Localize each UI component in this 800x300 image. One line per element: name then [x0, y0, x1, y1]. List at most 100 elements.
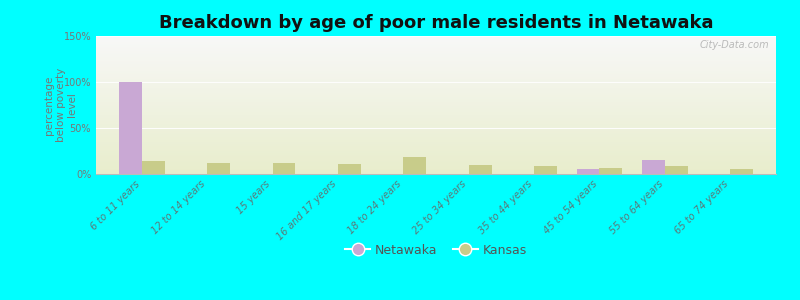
Bar [96, 87, 776, 88]
Bar [96, 92, 776, 93]
Bar [96, 58, 776, 59]
Bar [96, 141, 776, 142]
Bar [96, 117, 776, 118]
Bar [96, 124, 776, 125]
Bar [96, 97, 776, 98]
Bar [96, 140, 776, 141]
Bar [96, 81, 776, 82]
Bar [96, 76, 776, 77]
Bar [96, 161, 776, 162]
Bar [96, 134, 776, 135]
Bar [96, 41, 776, 42]
Bar [96, 169, 776, 170]
Bar [577, 169, 599, 174]
Bar [96, 144, 776, 145]
Bar [96, 40, 776, 41]
Bar [338, 164, 361, 174]
Bar [96, 120, 776, 121]
Bar [96, 111, 776, 112]
Bar [96, 69, 776, 70]
Bar [96, 90, 776, 91]
Bar [96, 129, 776, 130]
Bar [96, 116, 776, 117]
Bar [96, 167, 776, 168]
Bar [96, 155, 776, 156]
Text: City-Data.com: City-Data.com [699, 40, 770, 50]
Bar [96, 59, 776, 60]
Bar [96, 128, 776, 129]
Bar [96, 91, 776, 92]
Bar [96, 93, 776, 94]
Bar [96, 113, 776, 114]
Bar [96, 159, 776, 160]
Bar [96, 51, 776, 52]
Bar [403, 158, 426, 174]
Bar [730, 169, 753, 174]
Bar [96, 142, 776, 143]
Bar [96, 79, 776, 80]
Bar [96, 123, 776, 124]
Bar [96, 45, 776, 46]
Bar [96, 150, 776, 151]
Bar [142, 161, 165, 174]
Bar [96, 88, 776, 89]
Bar [96, 46, 776, 47]
Bar [96, 78, 776, 79]
Bar [96, 158, 776, 159]
Bar [96, 137, 776, 138]
Bar [96, 110, 776, 111]
Bar [96, 107, 776, 108]
Bar [96, 50, 776, 51]
Bar [96, 157, 776, 158]
Bar [96, 43, 776, 44]
Bar [96, 63, 776, 64]
Bar [96, 57, 776, 58]
Bar [96, 154, 776, 155]
Bar [273, 163, 295, 174]
Bar [96, 95, 776, 96]
Bar [96, 162, 776, 163]
Title: Breakdown by age of poor male residents in Netawaka: Breakdown by age of poor male residents … [158, 14, 714, 32]
Bar [96, 171, 776, 172]
Bar [96, 47, 776, 48]
Bar [96, 104, 776, 105]
Bar [96, 101, 776, 102]
Bar [96, 118, 776, 119]
Bar [96, 42, 776, 43]
Bar [96, 72, 776, 73]
Bar [96, 80, 776, 81]
Bar [96, 48, 776, 49]
Bar [96, 70, 776, 71]
Bar [119, 82, 142, 174]
Bar [96, 89, 776, 90]
Bar [96, 86, 776, 87]
Bar [96, 100, 776, 101]
Legend: Netawaka, Kansas: Netawaka, Kansas [340, 238, 532, 262]
Bar [534, 166, 557, 174]
Bar [96, 68, 776, 69]
Bar [96, 114, 776, 115]
Bar [96, 71, 776, 72]
Bar [96, 133, 776, 134]
Y-axis label: percentage
below poverty
level: percentage below poverty level [44, 68, 78, 142]
Bar [96, 73, 776, 74]
Bar [96, 53, 776, 54]
Bar [96, 84, 776, 85]
Bar [96, 147, 776, 148]
Bar [96, 165, 776, 166]
Bar [96, 153, 776, 154]
Bar [96, 105, 776, 106]
Bar [96, 77, 776, 78]
Bar [96, 131, 776, 132]
Bar [96, 99, 776, 100]
Bar [96, 170, 776, 171]
Bar [207, 163, 230, 174]
Bar [96, 61, 776, 62]
Bar [96, 112, 776, 113]
Bar [96, 44, 776, 45]
Bar [96, 62, 776, 63]
Bar [96, 149, 776, 150]
Bar [96, 60, 776, 61]
Bar [96, 156, 776, 157]
Bar [96, 64, 776, 65]
